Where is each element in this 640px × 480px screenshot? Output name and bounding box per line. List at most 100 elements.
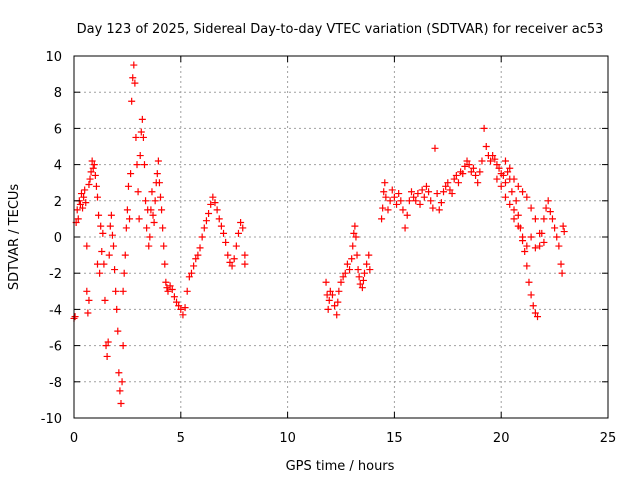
- data-point: [183, 287, 191, 295]
- data-point: [71, 313, 79, 321]
- data-point: [359, 276, 367, 284]
- data-point: [358, 284, 366, 292]
- data-point: [129, 74, 137, 82]
- data-point: [194, 251, 202, 259]
- data-point: [97, 222, 105, 230]
- data-point: [101, 296, 109, 304]
- data-point: [523, 242, 531, 250]
- data-point: [427, 197, 435, 205]
- x-tick-label: 10: [279, 431, 296, 446]
- data-point: [181, 304, 189, 312]
- data-point: [145, 242, 153, 250]
- data-point: [548, 215, 556, 223]
- data-point: [405, 197, 413, 205]
- data-point: [124, 182, 132, 190]
- data-point: [440, 188, 448, 196]
- data-point: [90, 161, 98, 169]
- data-point: [508, 188, 516, 196]
- data-point: [95, 211, 103, 219]
- data-point: [459, 170, 467, 178]
- x-axis-label: GPS time / hours: [286, 459, 395, 474]
- data-point: [155, 179, 163, 187]
- data-point: [79, 204, 87, 212]
- data-point: [73, 206, 81, 214]
- data-point: [553, 233, 561, 241]
- data-point: [395, 190, 403, 198]
- data-point: [121, 251, 129, 259]
- y-tick-label: 4: [54, 159, 62, 174]
- data-point: [92, 182, 100, 190]
- data-point: [127, 170, 135, 178]
- data-point: [346, 266, 354, 274]
- data-point: [205, 209, 213, 217]
- data-point: [220, 229, 228, 237]
- data-point: [215, 215, 223, 223]
- data-point: [506, 200, 514, 208]
- data-point: [390, 193, 398, 201]
- data-point: [196, 244, 204, 252]
- data-point: [551, 224, 559, 232]
- data-point: [501, 157, 509, 165]
- data-point: [510, 206, 518, 214]
- data-point: [102, 342, 110, 350]
- data-point: [133, 161, 141, 169]
- data-point: [354, 266, 362, 274]
- data-point: [353, 251, 361, 259]
- data-point: [407, 188, 415, 196]
- data-point: [542, 204, 550, 212]
- data-point: [173, 298, 181, 306]
- data-point: [175, 302, 183, 310]
- data-point: [514, 211, 522, 219]
- data-point: [442, 182, 450, 190]
- data-point: [341, 269, 349, 277]
- data-point: [322, 278, 330, 286]
- data-point: [504, 168, 512, 176]
- data-point: [527, 233, 535, 241]
- data-point: [444, 179, 452, 187]
- data-point: [93, 193, 101, 201]
- data-point: [179, 311, 187, 319]
- data-point: [224, 251, 232, 259]
- data-point: [135, 215, 143, 223]
- data-point: [514, 182, 522, 190]
- data-point: [519, 237, 527, 245]
- data-point: [84, 309, 92, 317]
- y-tick-label: 0: [54, 231, 62, 246]
- data-point: [164, 287, 172, 295]
- y-tick-label: 6: [54, 122, 62, 137]
- data-point: [187, 269, 195, 277]
- data-point: [326, 287, 334, 295]
- data-point: [386, 197, 394, 205]
- data-point: [158, 206, 166, 214]
- data-point: [82, 199, 90, 207]
- data-point: [160, 242, 168, 250]
- data-point: [159, 224, 167, 232]
- data-point: [478, 157, 486, 165]
- y-tick-label: 8: [54, 86, 62, 101]
- data-point: [324, 305, 332, 313]
- x-tick-label: 25: [600, 431, 617, 446]
- data-point: [527, 291, 535, 299]
- data-point: [83, 287, 91, 295]
- data-point: [131, 79, 139, 87]
- data-point: [230, 255, 238, 263]
- data-point: [331, 302, 339, 310]
- x-tick-label: 20: [493, 431, 510, 446]
- data-points: [70, 61, 568, 408]
- data-point: [499, 171, 507, 179]
- data-point: [119, 342, 127, 350]
- data-point: [117, 400, 125, 408]
- x-tick-label: 5: [177, 431, 185, 446]
- data-point: [534, 313, 542, 321]
- data-point: [352, 233, 360, 241]
- data-point: [151, 197, 159, 205]
- data-point: [325, 296, 333, 304]
- data-point: [85, 296, 93, 304]
- data-point: [448, 190, 456, 198]
- data-point: [138, 115, 146, 123]
- data-point: [365, 251, 373, 259]
- x-tick-label: 0: [70, 431, 78, 446]
- data-point: [163, 284, 171, 292]
- data-point: [130, 61, 138, 69]
- data-point: [489, 152, 497, 160]
